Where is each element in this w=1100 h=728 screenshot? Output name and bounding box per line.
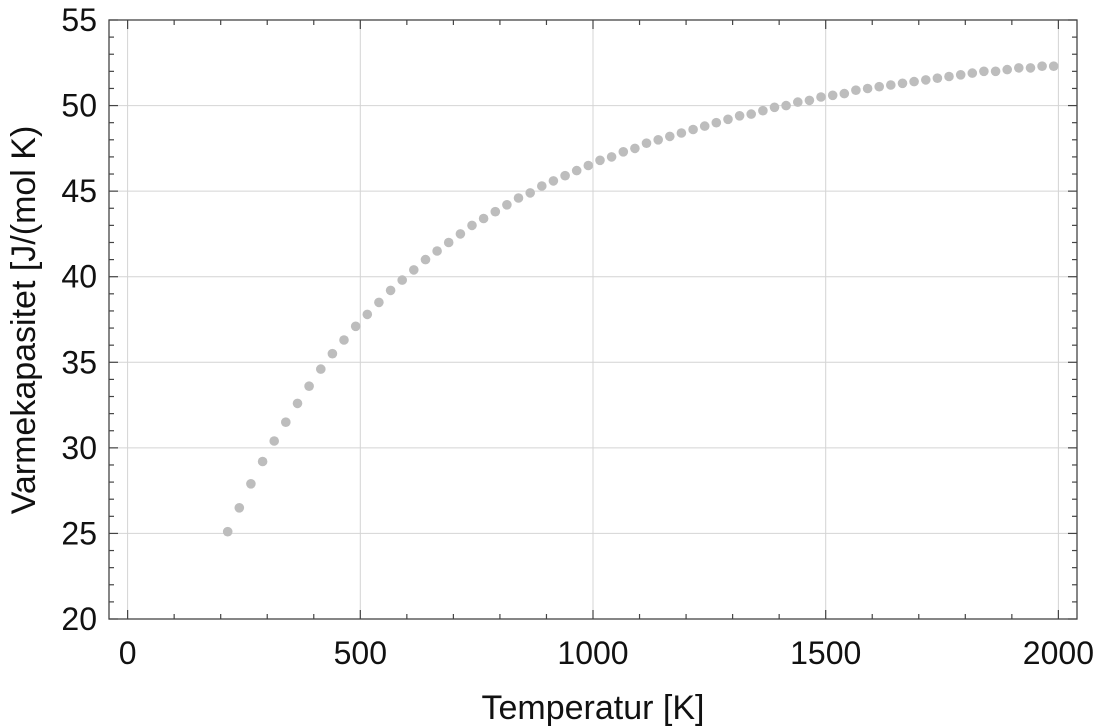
data-point [1048,61,1059,71]
data-point [769,102,780,113]
data-point [967,68,978,78]
data-point [548,176,559,186]
data-point [781,100,791,111]
data-point [420,254,431,265]
data-point [921,75,931,85]
data-point [583,160,594,171]
data-point [839,88,850,99]
data-point [641,138,652,148]
data-point [1025,63,1036,73]
data-point [432,246,442,256]
y-tick-label: 30 [61,430,97,466]
data-point [618,147,629,157]
data-point [955,70,966,80]
data-point [316,364,326,374]
data-point [339,335,349,345]
data-point [804,95,815,106]
y-tick-label: 45 [61,173,97,209]
x-tick-label: 2000 [1023,635,1094,671]
y-tick-labels: 20 25 30 35 40 45 50 55 [61,2,97,637]
axis-ticks [109,19,1077,620]
y-tick-label: 55 [61,2,97,38]
data-point [571,165,582,176]
data-point [886,80,896,90]
data-point [746,109,756,119]
y-tick-label: 25 [61,515,97,551]
data-point [699,121,710,131]
data-point [234,503,245,513]
x-tick-labels: 0 500 1000 1500 2000 [119,635,1094,671]
x-tick-label: 1500 [790,635,861,671]
data-point [758,105,768,116]
data-point [665,131,675,142]
data-point [269,436,280,446]
data-point [374,297,384,308]
data-point [467,220,477,231]
data-point [409,265,419,275]
data-point [827,90,838,101]
x-tick-label: 500 [334,635,387,671]
data-point [513,193,524,203]
data-point [292,398,303,409]
data-point [932,73,943,83]
data-points [222,61,1059,537]
data-point [979,66,989,77]
data-point [723,114,733,125]
data-point [595,155,605,166]
data-point [304,381,314,392]
y-tick-label: 50 [61,88,97,124]
data-point [851,85,861,95]
data-point [502,200,512,210]
data-point [455,229,466,239]
data-point [385,285,396,296]
x-axis-label: Temperatur [K] [482,689,705,727]
data-point [688,124,698,135]
data-point [478,213,489,224]
data-point [362,309,373,320]
data-point [560,170,570,181]
data-point [537,181,547,191]
data-point [281,417,291,428]
data-point [676,128,687,138]
data-point [443,237,454,248]
y-tick-label: 20 [61,601,97,637]
data-point [257,456,268,467]
y-tick-label: 35 [61,344,97,380]
data-point [711,117,722,128]
data-point [1037,61,1047,71]
data-point [944,71,954,82]
data-point [246,479,256,489]
data-point [1002,64,1012,75]
data-point [793,97,803,107]
data-point [734,111,745,121]
data-point [350,321,361,332]
data-point [874,81,884,92]
grid [109,19,1077,620]
data-point [653,135,663,145]
x-tick-label: 0 [119,635,137,671]
data-point [1014,63,1024,73]
data-point [490,206,501,217]
data-point [897,78,908,89]
data-point [222,526,233,537]
y-axis-label: Varmekapasitet [J/(mol K) [5,126,43,515]
data-point [327,348,338,359]
data-point [397,275,408,285]
data-point [606,152,617,162]
x-tick-label: 1000 [557,635,628,671]
data-point [525,188,535,198]
data-point [990,66,1001,77]
data-point [630,143,640,154]
data-point [909,76,919,87]
data-point [816,92,826,102]
data-point [862,83,873,94]
y-tick-label: 40 [61,259,97,295]
